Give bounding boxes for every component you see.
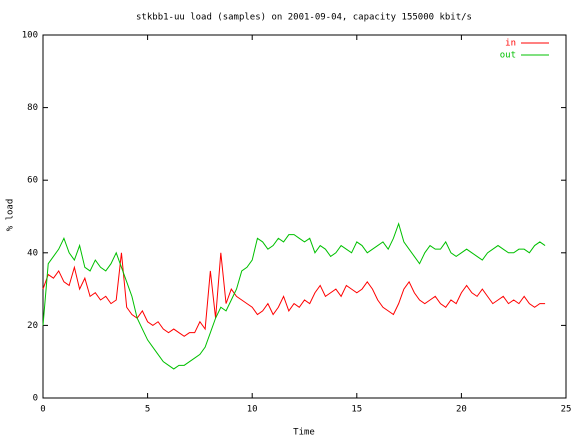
x-axis-label: Time: [293, 428, 315, 438]
y-tick-label: 20: [27, 321, 38, 331]
chart-title: stkbb1-uu load (samples) on 2001-09-04, …: [136, 13, 472, 23]
y-tick-label: 60: [27, 176, 38, 186]
y-tick-label: 80: [27, 103, 38, 113]
x-tick-label: 0: [40, 405, 45, 415]
x-tick-label: 15: [351, 405, 362, 415]
legend-label: out: [500, 51, 516, 61]
x-tick-label: 5: [145, 405, 150, 415]
y-tick-label: 0: [33, 394, 38, 404]
x-tick-label: 10: [247, 405, 258, 415]
plot-frame: [42, 34, 567, 399]
series-line: [42, 222, 546, 370]
y-tick-label: 40: [27, 248, 38, 258]
x-tick-label: 25: [561, 405, 572, 415]
y-axis-label: % load: [6, 199, 16, 232]
y-tick-label: 100: [22, 31, 38, 41]
x-tick-label: 20: [456, 405, 467, 415]
legend-label: in: [505, 39, 516, 49]
series-line: [42, 252, 546, 337]
